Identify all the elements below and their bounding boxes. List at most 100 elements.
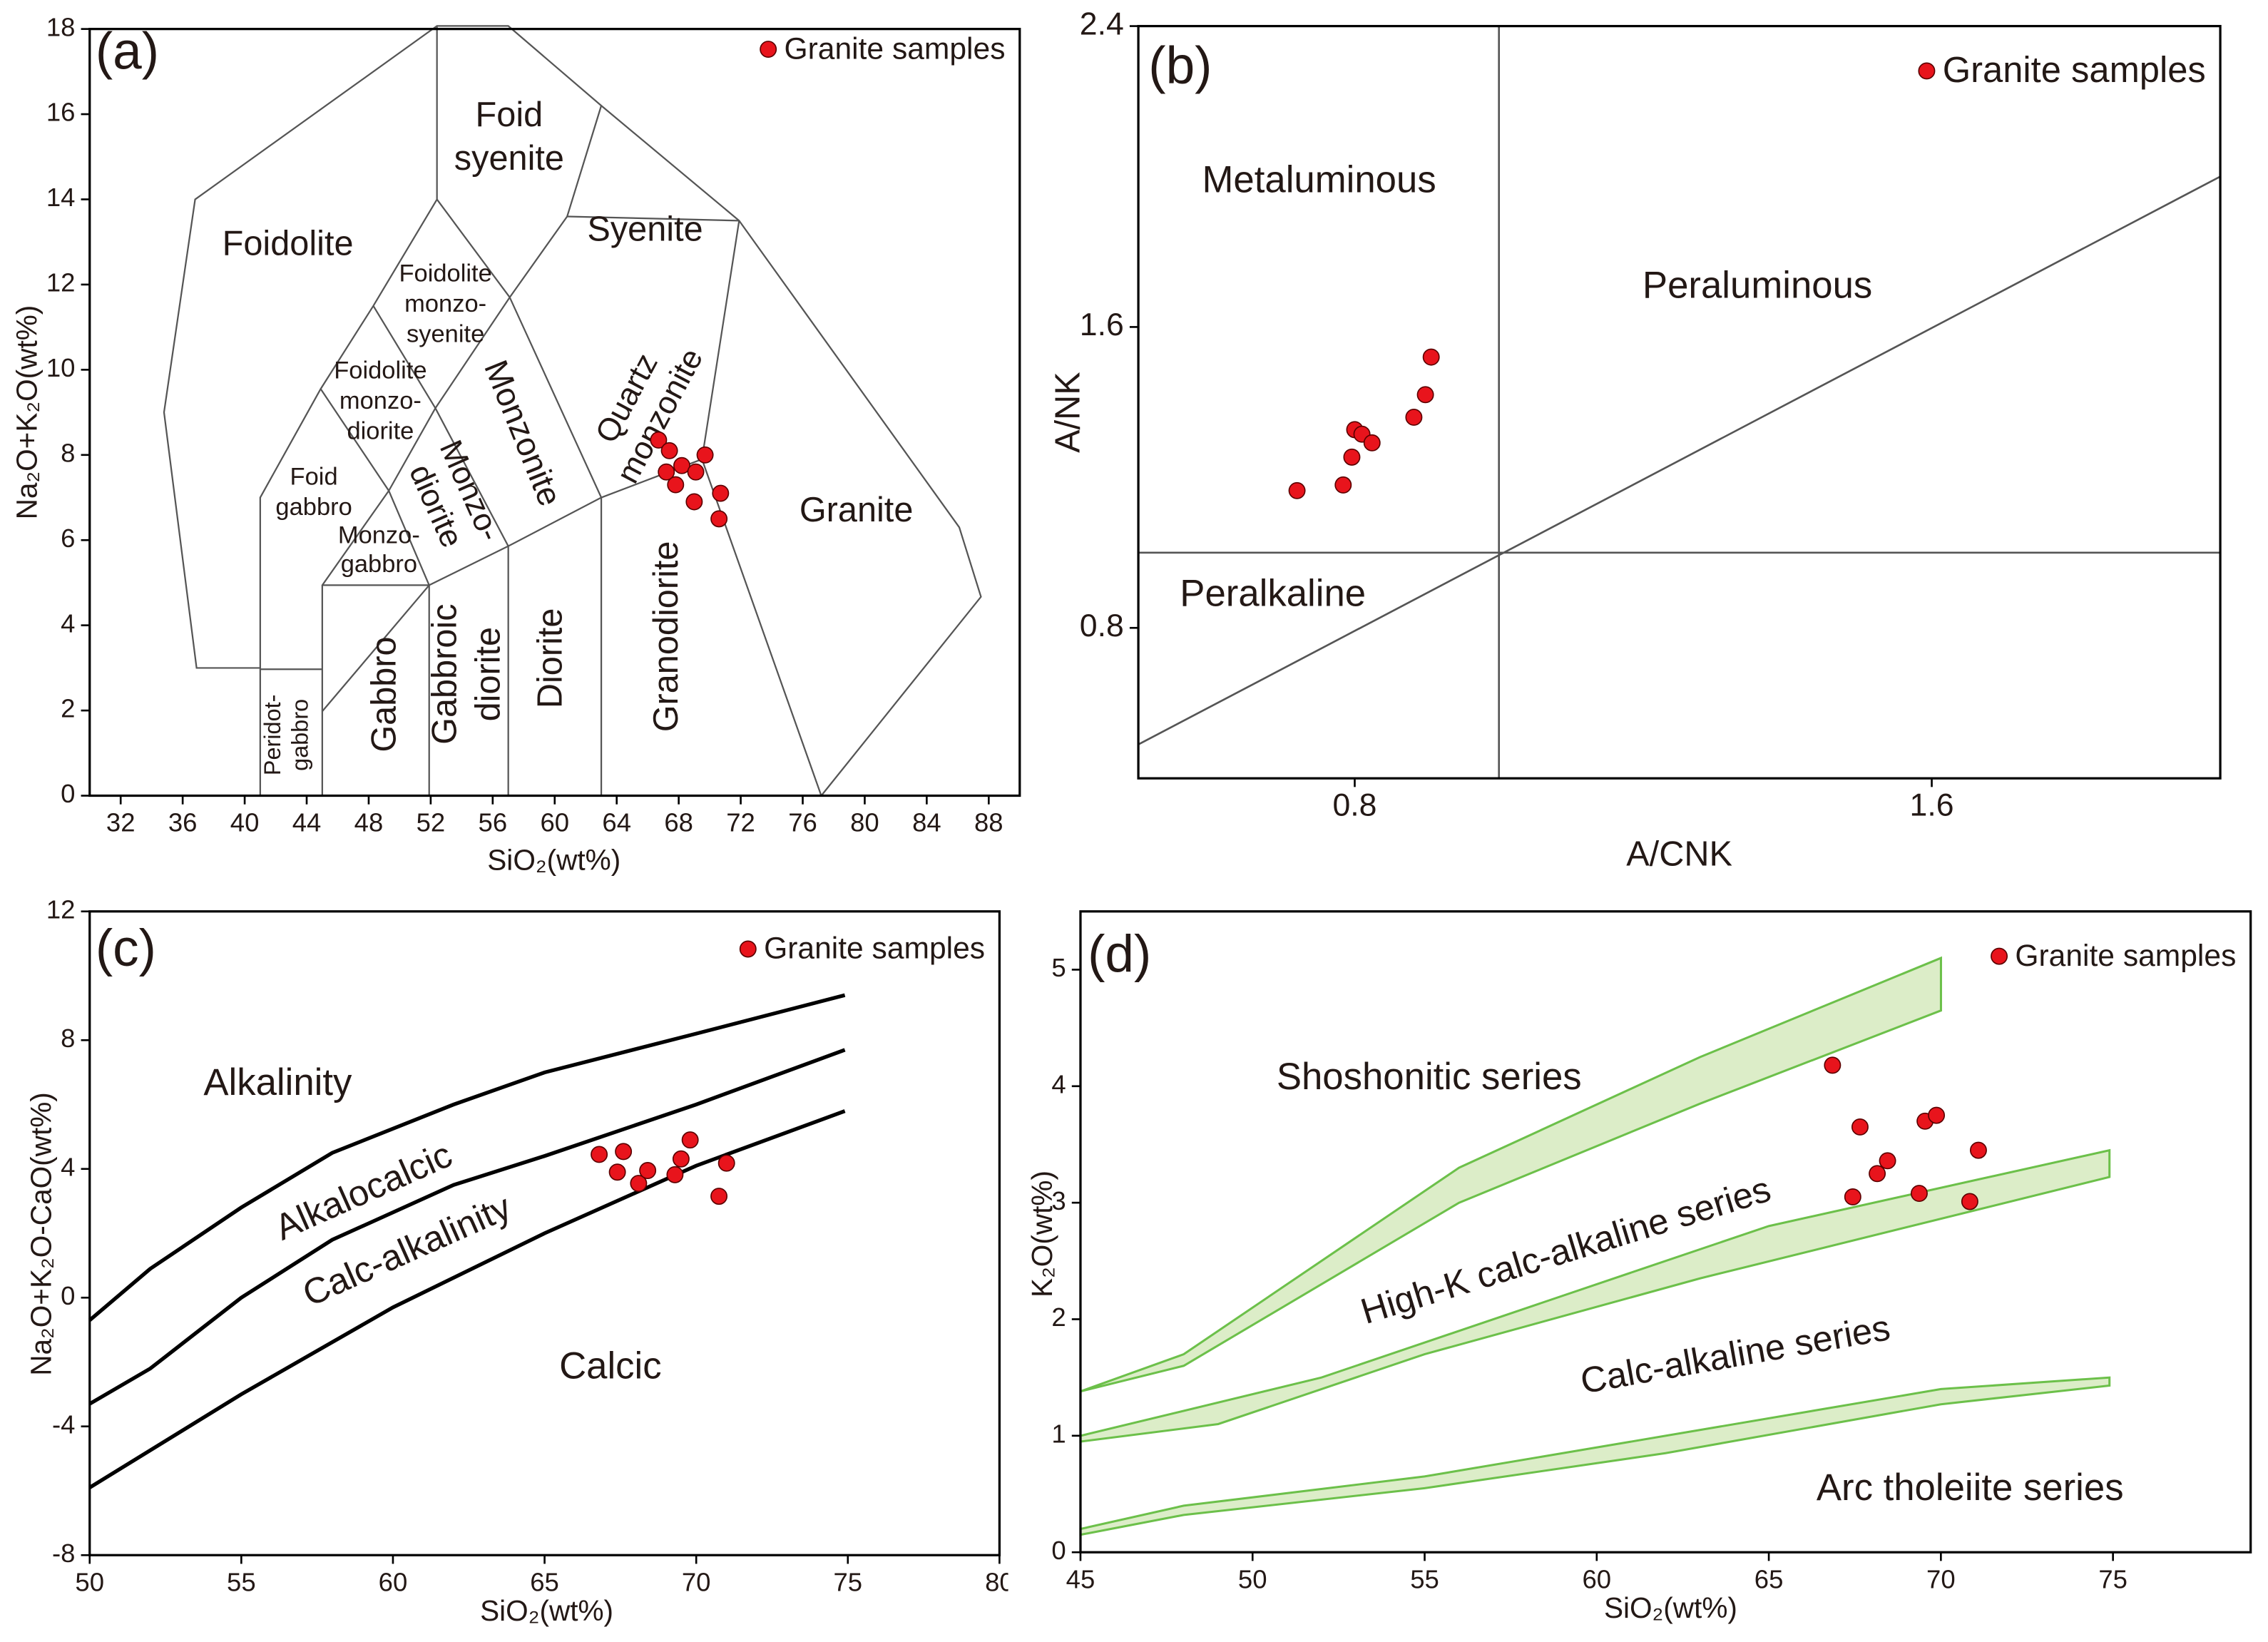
y-tick-label: 0 (1051, 1536, 1066, 1565)
region-label: Arc tholeiite series (1817, 1467, 2124, 1509)
region-label: Syenite (587, 210, 703, 248)
x-tick-label: 60 (540, 808, 569, 837)
boundary-line (388, 490, 430, 586)
region-label: Foid (290, 463, 338, 490)
x-tick-label: 48 (354, 808, 384, 837)
x-tick-label: 64 (602, 808, 631, 837)
x-tick-label: 72 (726, 808, 755, 837)
boundary-line (509, 105, 603, 298)
x-tick-label: 55 (1410, 1564, 1439, 1593)
region-label: Monzo- (338, 522, 420, 549)
data-point (660, 442, 678, 459)
y-tick-label: 2 (1051, 1302, 1066, 1332)
plot-frame (1079, 910, 2252, 1554)
series-band (1079, 1148, 2111, 1443)
x-tick-label: 32 (106, 808, 136, 837)
panel: 32 36 40 44 48 52 56 60 64 68 72 76 80 84 880246810121… (10, 12, 1021, 877)
data-point (1422, 348, 1440, 366)
x-tick-label: 75 (2098, 1564, 2127, 1593)
data-point (712, 484, 730, 502)
y-tick-label: -4 (52, 1409, 75, 1439)
x-tick-label: 45 (1066, 1564, 1095, 1593)
plot-frame (1137, 24, 2222, 780)
data-point (1824, 1056, 1842, 1074)
region-label: Foidolite (334, 357, 426, 384)
region-label: gabbro (275, 494, 352, 521)
y-tick-label: 10 (46, 353, 76, 382)
data-point (666, 1166, 684, 1183)
data-point (1969, 1141, 1987, 1159)
ticks: 50 55 60 65 70 75 80 -8 -4 0 4 8 12 (46, 894, 1008, 1596)
x-tick-label: 55 (227, 1567, 256, 1596)
data-point (650, 431, 668, 449)
y-tick-label: 8 (61, 438, 75, 467)
x-tick-label: 68 (664, 808, 693, 837)
legend-marker (1991, 947, 2008, 965)
x-axis-label: SiO₂(wt%) (480, 1594, 613, 1627)
data-point (717, 1154, 735, 1172)
x-tick-label: 56 (479, 808, 508, 837)
series-band (1080, 956, 1942, 1393)
y-axis-label: Na₂O+K₂O-CaO(wt%) (25, 1092, 58, 1376)
data-point (630, 1175, 648, 1193)
ticks: 32 36 40 44 48 52 56 60 64 68 72 76 80 84 880246810121… (46, 12, 1003, 837)
region-label: Foidolite (399, 260, 491, 287)
boundary-line (1138, 175, 2221, 745)
region-label: Gabbroic (426, 603, 464, 744)
data-point (591, 1146, 608, 1163)
x-tick-label: 50 (75, 1567, 104, 1596)
legend-label: Granite samples (764, 932, 985, 966)
data-point (687, 463, 705, 481)
y-tick-label: 2 (61, 694, 75, 723)
series-band (1079, 1376, 2111, 1536)
data-point (710, 1188, 728, 1205)
region-label: Monzonite (477, 355, 569, 511)
x-tick-label: 1.6 (1910, 788, 1954, 823)
y-tick-label: 5 (1051, 953, 1066, 982)
boundary-line (372, 305, 436, 409)
region-label: Diorite (531, 608, 570, 709)
legend-marker (760, 41, 777, 58)
x-tick-label: 36 (168, 808, 198, 837)
data-point (1869, 1165, 1886, 1183)
region-label: Foid (476, 96, 543, 134)
y-tick-label: 1 (1051, 1419, 1066, 1448)
panel: 50 55 60 65 70 75 80 -8 -4 0 4 8 12 SiO₂(wt%) Na₂O+K₂O… (25, 894, 1008, 1627)
region-label: Gabbro (364, 636, 403, 752)
legend-label: Granite samples (1943, 49, 2206, 90)
boundary-line (259, 26, 438, 668)
panel-label: (c) (96, 919, 156, 977)
data-point (681, 1131, 699, 1149)
y-tick-label: 4 (1051, 1069, 1066, 1098)
data-point (1416, 386, 1434, 404)
data-point (1851, 1118, 1869, 1136)
x-axis-label: SiO₂(wt%) (1604, 1591, 1737, 1624)
data-point (673, 457, 690, 474)
region-label: Calc-alkaline series (1578, 1307, 1894, 1401)
region-label: Alkalinity (203, 1061, 352, 1103)
data-point (1961, 1193, 1978, 1210)
y-tick-label: 0 (61, 1281, 75, 1310)
data-point (658, 463, 675, 481)
region-label: syenite (454, 139, 564, 178)
y-tick-label: 8 (61, 1024, 75, 1053)
y-axis-label: K₂O(wt%) (1026, 1171, 1058, 1297)
panel-label: (d) (1088, 925, 1151, 983)
x-tick-label: 70 (682, 1567, 711, 1596)
data-point (710, 510, 728, 528)
data-point (639, 1162, 657, 1179)
region-label: Shoshonitic series (1277, 1056, 1582, 1098)
data-point (1928, 1106, 1946, 1124)
y-tick-label: 0 (61, 779, 75, 808)
boundary-line (88, 993, 846, 1322)
legend-marker (1918, 62, 1936, 80)
data-point (1844, 1188, 1861, 1205)
y-tick-label: 4 (61, 1152, 75, 1181)
x-tick-label: 84 (912, 808, 941, 837)
region-label: monzo- (339, 387, 422, 414)
data-point (615, 1143, 633, 1161)
region-label: Peridot- (260, 695, 285, 776)
data-point (685, 493, 703, 511)
